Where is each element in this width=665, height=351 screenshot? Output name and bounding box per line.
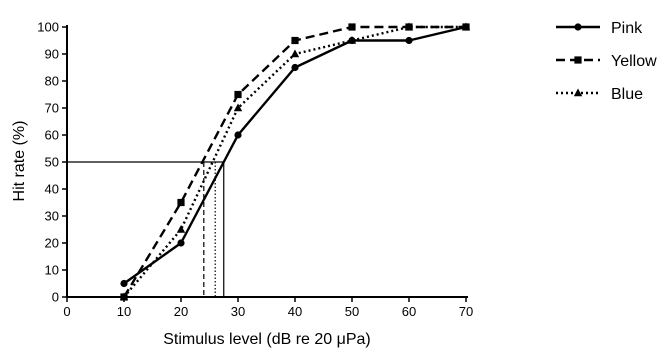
data-point-blue	[290, 49, 300, 58]
x-tick-label: 60	[402, 304, 416, 319]
legend: Pink Yellow Blue	[556, 20, 657, 103]
data-point-pink	[234, 131, 242, 139]
data-point-blue	[233, 103, 243, 112]
data-point-yellow	[234, 90, 242, 99]
axes	[62, 25, 468, 302]
data-point-blue	[347, 36, 357, 44]
y-tick-label: 0	[52, 290, 59, 305]
tick-labels: 0 10 20 30 40 50 60 70 80 90 100 0 10 20 30 40 50 60 70	[37, 20, 473, 320]
legend-label-pink: Pink	[611, 20, 643, 37]
legend-item-pink: Pink	[556, 20, 643, 37]
y-axis-title: Hit rate (%)	[11, 121, 28, 202]
series-layer	[119, 22, 471, 301]
legend-marker-pink	[574, 23, 582, 31]
y-tick-label: 10	[45, 263, 59, 278]
legend-marker-yellow	[574, 56, 582, 64]
x-tick-label: 20	[174, 304, 188, 319]
data-point-pink	[120, 279, 128, 288]
legend-label-blue: Blue	[611, 86, 643, 103]
data-point-yellow	[348, 23, 356, 31]
data-point-blue	[404, 22, 414, 31]
data-point-blue	[176, 225, 186, 233]
data-point-pink	[405, 36, 413, 45]
y-tick-label: 60	[45, 128, 59, 143]
x-tick-label: 50	[345, 304, 359, 319]
data-point-yellow	[177, 198, 185, 207]
y-tick-label: 50	[45, 155, 59, 170]
x-tick-label: 30	[231, 304, 245, 319]
y-tick-label: 80	[45, 74, 59, 89]
data-point-pink	[291, 63, 299, 72]
y-tick-label: 100	[37, 20, 59, 35]
y-tick-label: 90	[45, 47, 59, 62]
legend-marker-blue	[573, 88, 583, 97]
x-tick-label: 10	[117, 304, 131, 319]
legend-item-blue: Blue	[556, 86, 643, 103]
data-point-blue	[461, 22, 471, 31]
x-tick-label: 70	[459, 304, 473, 319]
series-pink	[120, 23, 470, 288]
y-tick-label: 20	[45, 236, 59, 251]
y-tick-label: 70	[45, 101, 59, 116]
data-point-pink	[177, 239, 185, 247]
x-tick-label: 40	[288, 304, 302, 319]
y-tick-label: 30	[45, 209, 59, 224]
data-point-yellow	[291, 36, 299, 45]
y-tick-label: 40	[45, 182, 59, 197]
threshold-lines	[67, 161, 225, 297]
x-tick-label: 0	[63, 304, 70, 319]
legend-item-yellow: Yellow	[556, 53, 657, 70]
series-blue	[119, 22, 471, 301]
x-axis-title: Stimulus level (dB re 20 μPa)	[163, 331, 371, 348]
legend-label-yellow: Yellow	[611, 53, 657, 70]
